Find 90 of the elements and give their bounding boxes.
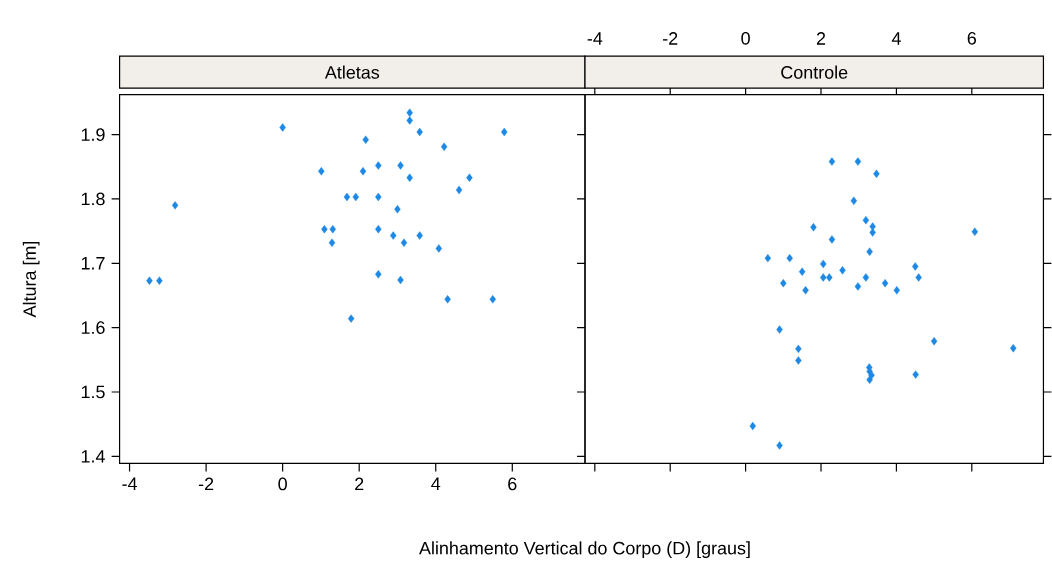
point: [810, 223, 817, 232]
point: [862, 215, 870, 225]
x-tick-label: 0: [741, 31, 750, 45]
point: [786, 253, 793, 263]
y-axis-title: Altura [m]: [22, 241, 40, 318]
point: [328, 238, 336, 247]
point: [850, 196, 857, 206]
chart-title: Controle: [781, 65, 848, 79]
x-tick-label: 4: [891, 32, 901, 45]
point: [375, 161, 382, 170]
x-tick-label: -2: [663, 32, 678, 45]
point: [501, 127, 508, 137]
x-tick-label: 4: [431, 477, 441, 490]
point: [416, 127, 423, 137]
point: [795, 344, 802, 354]
point: [406, 108, 413, 117]
y-tick-label: 1.4: [81, 450, 105, 463]
point: [854, 157, 862, 166]
point: [359, 167, 367, 176]
point: [828, 235, 836, 244]
point: [776, 441, 783, 450]
point: [329, 224, 336, 234]
point: [839, 266, 846, 275]
point: [375, 224, 382, 234]
point: [820, 273, 827, 282]
point: [466, 173, 473, 182]
point: [802, 286, 809, 295]
point: [1010, 344, 1017, 353]
chart-title: Atletas: [324, 65, 380, 79]
x-tick-label: -2: [198, 477, 214, 491]
point: [798, 267, 806, 276]
point: [912, 262, 919, 271]
x-tick-label: 6: [508, 477, 517, 491]
point: [971, 227, 979, 236]
point: [352, 192, 359, 202]
point: [893, 286, 900, 295]
y-tick-label: 1.7: [81, 257, 105, 270]
point: [440, 142, 448, 151]
point: [444, 295, 451, 304]
point: [435, 244, 442, 253]
point: [400, 238, 408, 247]
point: [318, 167, 325, 176]
point: [156, 276, 163, 285]
x-tick-label: -4: [587, 32, 603, 45]
point: [489, 295, 496, 304]
point: [362, 135, 369, 144]
y-tick-label: 1.8: [81, 192, 105, 206]
point: [455, 185, 463, 195]
point: [881, 279, 889, 288]
point: [862, 273, 870, 282]
point: [854, 282, 862, 291]
x-tick-label: 0: [278, 477, 287, 491]
point: [869, 228, 876, 237]
y-tick-label: 1.9: [81, 128, 105, 141]
point: [406, 173, 413, 182]
point: [912, 370, 919, 379]
point: [749, 421, 756, 431]
y-tick-label: 1.6: [81, 321, 105, 334]
point: [321, 224, 328, 234]
point: [394, 205, 401, 214]
point: [828, 157, 836, 166]
point: [866, 375, 873, 384]
point: [915, 273, 922, 282]
point: [795, 356, 802, 365]
point: [406, 116, 413, 125]
point: [764, 253, 772, 263]
point: [776, 325, 783, 334]
point: [171, 201, 179, 210]
point: [866, 247, 873, 256]
y-tick-label: 1.5: [81, 385, 105, 399]
point: [416, 231, 423, 240]
point: [343, 192, 351, 202]
x-tick-label: 2: [816, 32, 826, 45]
point: [820, 259, 827, 269]
point: [347, 314, 355, 323]
x-axis-title: Alinhamento Vertical do Corpo (D) [graus]: [419, 541, 750, 559]
point: [397, 275, 404, 285]
point: [146, 276, 153, 285]
point: [780, 279, 787, 288]
point: [397, 161, 404, 170]
point: [375, 270, 382, 279]
point: [873, 169, 880, 178]
point: [390, 231, 397, 240]
point: [279, 123, 286, 132]
x-tick-label: 6: [967, 31, 977, 45]
point: [375, 192, 382, 202]
x-tick-label: 2: [355, 477, 364, 491]
point: [826, 273, 833, 282]
x-tick-label: -4: [122, 477, 137, 490]
point: [930, 336, 938, 346]
